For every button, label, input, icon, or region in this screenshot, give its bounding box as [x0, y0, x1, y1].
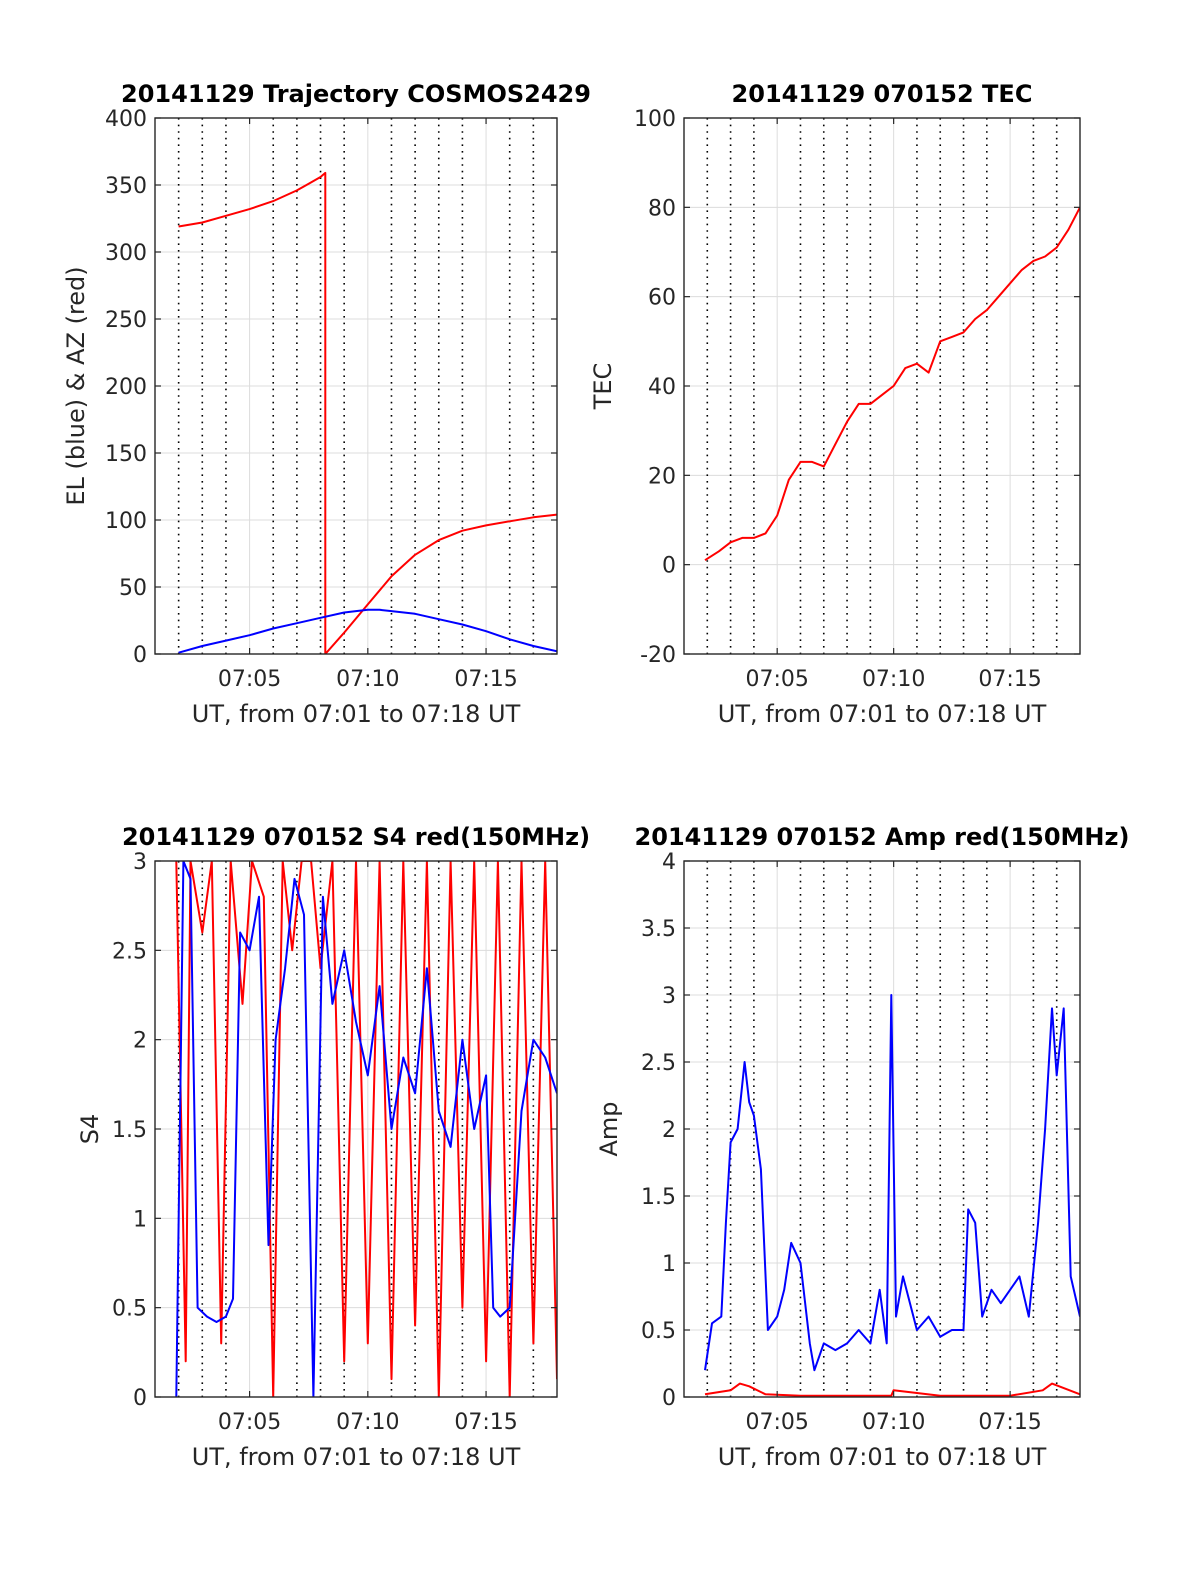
y-tick-label: 250 [105, 308, 147, 333]
y-tick-label: 1 [133, 1207, 147, 1232]
series-group [704, 994, 1080, 1397]
y-tick-label: 0 [133, 643, 147, 668]
red-series-line [704, 206, 1080, 562]
y-tick-label: 150 [105, 442, 147, 467]
y-tick-label: 300 [105, 241, 147, 266]
y-tick-label: 400 [105, 107, 147, 132]
y-tick-label: 1.5 [641, 1185, 676, 1210]
x-tick-label: 07:05 [218, 1410, 281, 1435]
y-tick-label: 0.5 [112, 1297, 147, 1322]
y-tick-label: 2 [662, 1118, 676, 1143]
y-axis-label: Amp [595, 1101, 623, 1156]
y-tick-label: 2.5 [112, 939, 147, 964]
y-tick-label: 4 [662, 850, 676, 875]
y-tick-label: 2 [133, 1029, 147, 1054]
series-group [175, 861, 557, 1397]
y-tick-label: 0 [662, 1386, 676, 1411]
y-tick-label: 0 [662, 554, 676, 579]
y-tick-label: 0 [133, 1386, 147, 1411]
tec-chart: -20 0 20 40 60 80 100 07:05 07:10 07:15 20141129 0… [589, 80, 1081, 728]
y-tick-label: 50 [119, 576, 147, 601]
y-tick-label: 3 [133, 850, 147, 875]
x-axis-label: UT, from 07:01 to 07:18 UT [718, 1443, 1047, 1471]
y-tick-label: 350 [105, 174, 147, 199]
chart-title: 20141129 070152 Amp red(150MHz) [635, 823, 1130, 851]
y-axis-label: S4 [76, 1114, 104, 1145]
blue-series-line [178, 608, 557, 654]
y-tick-label: 3.5 [641, 917, 676, 942]
y-tick-label: 100 [105, 509, 147, 534]
x-axis-label: UT, from 07:01 to 07:18 UT [192, 700, 521, 728]
red-series-line [178, 171, 557, 654]
y-tick-label: 60 [648, 286, 676, 311]
blue-series-line [704, 994, 1080, 1372]
red-series-line [704, 1382, 1080, 1397]
chart-title: 20141129 070152 TEC [732, 80, 1033, 108]
chart-title: 20141129 Trajectory COSMOS2429 [121, 80, 591, 108]
y-tick-label: 80 [648, 196, 676, 221]
y-tick-label: 0.5 [641, 1319, 676, 1344]
y-tick-label: 3 [662, 984, 676, 1009]
y-tick-label: 2.5 [641, 1051, 676, 1076]
x-tick-label: 07:05 [745, 667, 808, 692]
x-tick-label: 07:10 [336, 667, 399, 692]
x-axis-label: UT, from 07:01 to 07:18 UT [192, 1443, 521, 1471]
y-tick-label: 100 [634, 107, 676, 132]
x-tick-label: 07:10 [336, 1410, 399, 1435]
x-tick-label: 07:15 [978, 667, 1041, 692]
blue-series-line [175, 861, 557, 1397]
y-axis-label: TEC [589, 363, 617, 411]
y-tick-label: 20 [648, 464, 676, 489]
y-tick-label: 200 [105, 375, 147, 400]
x-tick-label: 07:10 [862, 1410, 925, 1435]
x-tick-label: 07:15 [454, 1410, 517, 1435]
series-group [178, 171, 557, 654]
trajectory-chart: 0 50 100 150 200 250 300 350 400 07:05 07:10 07:15 2… [62, 80, 591, 728]
amp-chart: 0 0.5 1 1.5 2 2.5 3 3.5 4 07:05 07:10 07:15 20141129… [595, 823, 1129, 1471]
x-tick-label: 07:05 [745, 1410, 808, 1435]
x-tick-label: 07:10 [862, 667, 925, 692]
y-tick-label: 40 [648, 375, 676, 400]
chart-title: 20141129 070152 S4 red(150MHz) [122, 823, 590, 851]
y-tick-label: 1.5 [112, 1118, 147, 1143]
y-tick-label: -20 [640, 643, 676, 668]
x-tick-label: 07:15 [454, 667, 517, 692]
y-axis-label: EL (blue) & AZ (red) [62, 266, 90, 505]
s4-chart: 0 0.5 1 1.5 2 2.5 3 07:05 07:10 07:15 20141129 070… [76, 823, 590, 1471]
series-group [704, 206, 1080, 562]
y-tick-label: 1 [662, 1252, 676, 1277]
x-tick-label: 07:15 [978, 1410, 1041, 1435]
x-axis-label: UT, from 07:01 to 07:18 UT [718, 700, 1047, 728]
red-series-line [175, 861, 557, 1397]
x-tick-label: 07:05 [218, 667, 281, 692]
